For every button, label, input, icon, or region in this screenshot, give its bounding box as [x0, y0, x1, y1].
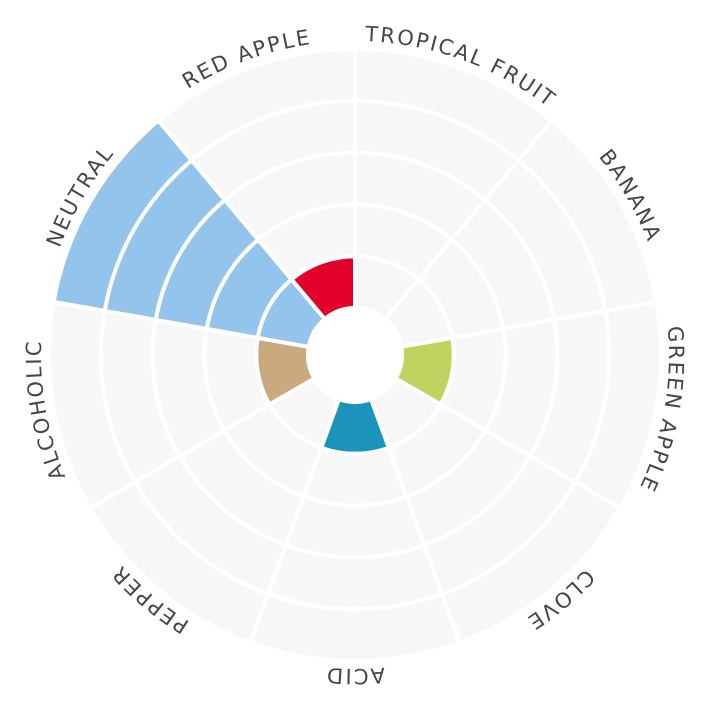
grid-cell-red-apple — [155, 46, 357, 164]
category-label-acid: ACID — [324, 663, 386, 688]
center-hole — [308, 308, 402, 402]
grid-cell-acid — [283, 493, 427, 560]
